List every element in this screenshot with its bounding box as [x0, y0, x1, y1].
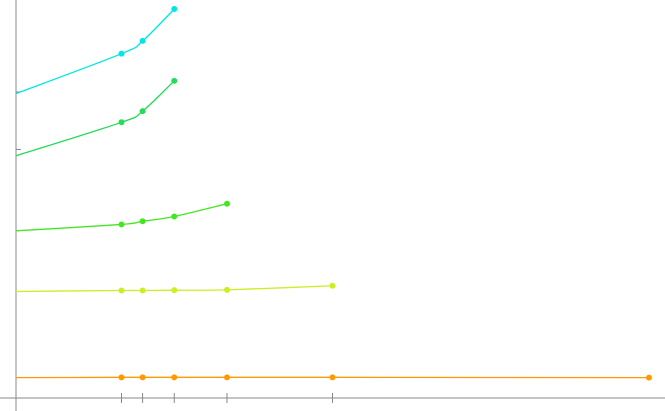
data-point [118, 50, 125, 57]
data-point [224, 374, 230, 381]
data-point [329, 282, 336, 289]
series-4 [15, 282, 336, 294]
data-point [646, 374, 652, 381]
series-line [15, 285, 333, 293]
data-point [118, 119, 125, 126]
data-point [171, 6, 178, 12]
data-point [118, 221, 125, 228]
data-point [171, 287, 178, 294]
data-point [171, 374, 178, 381]
data-point [224, 286, 230, 293]
series-layer [15, 6, 652, 381]
data-point [139, 218, 146, 225]
data-point [139, 37, 146, 44]
series-line [15, 80, 175, 157]
data-point [224, 200, 230, 207]
series-3 [15, 200, 230, 232]
data-point [139, 287, 146, 294]
series-2 [15, 77, 178, 157]
data-point [139, 374, 146, 381]
series-1 [15, 6, 178, 95]
data-point [329, 374, 336, 381]
data-point [171, 213, 178, 220]
data-point [171, 77, 178, 84]
data-point [118, 287, 125, 294]
series-line [15, 8, 175, 95]
series-5 [15, 374, 652, 381]
data-point [139, 108, 146, 115]
data-point [118, 374, 125, 381]
